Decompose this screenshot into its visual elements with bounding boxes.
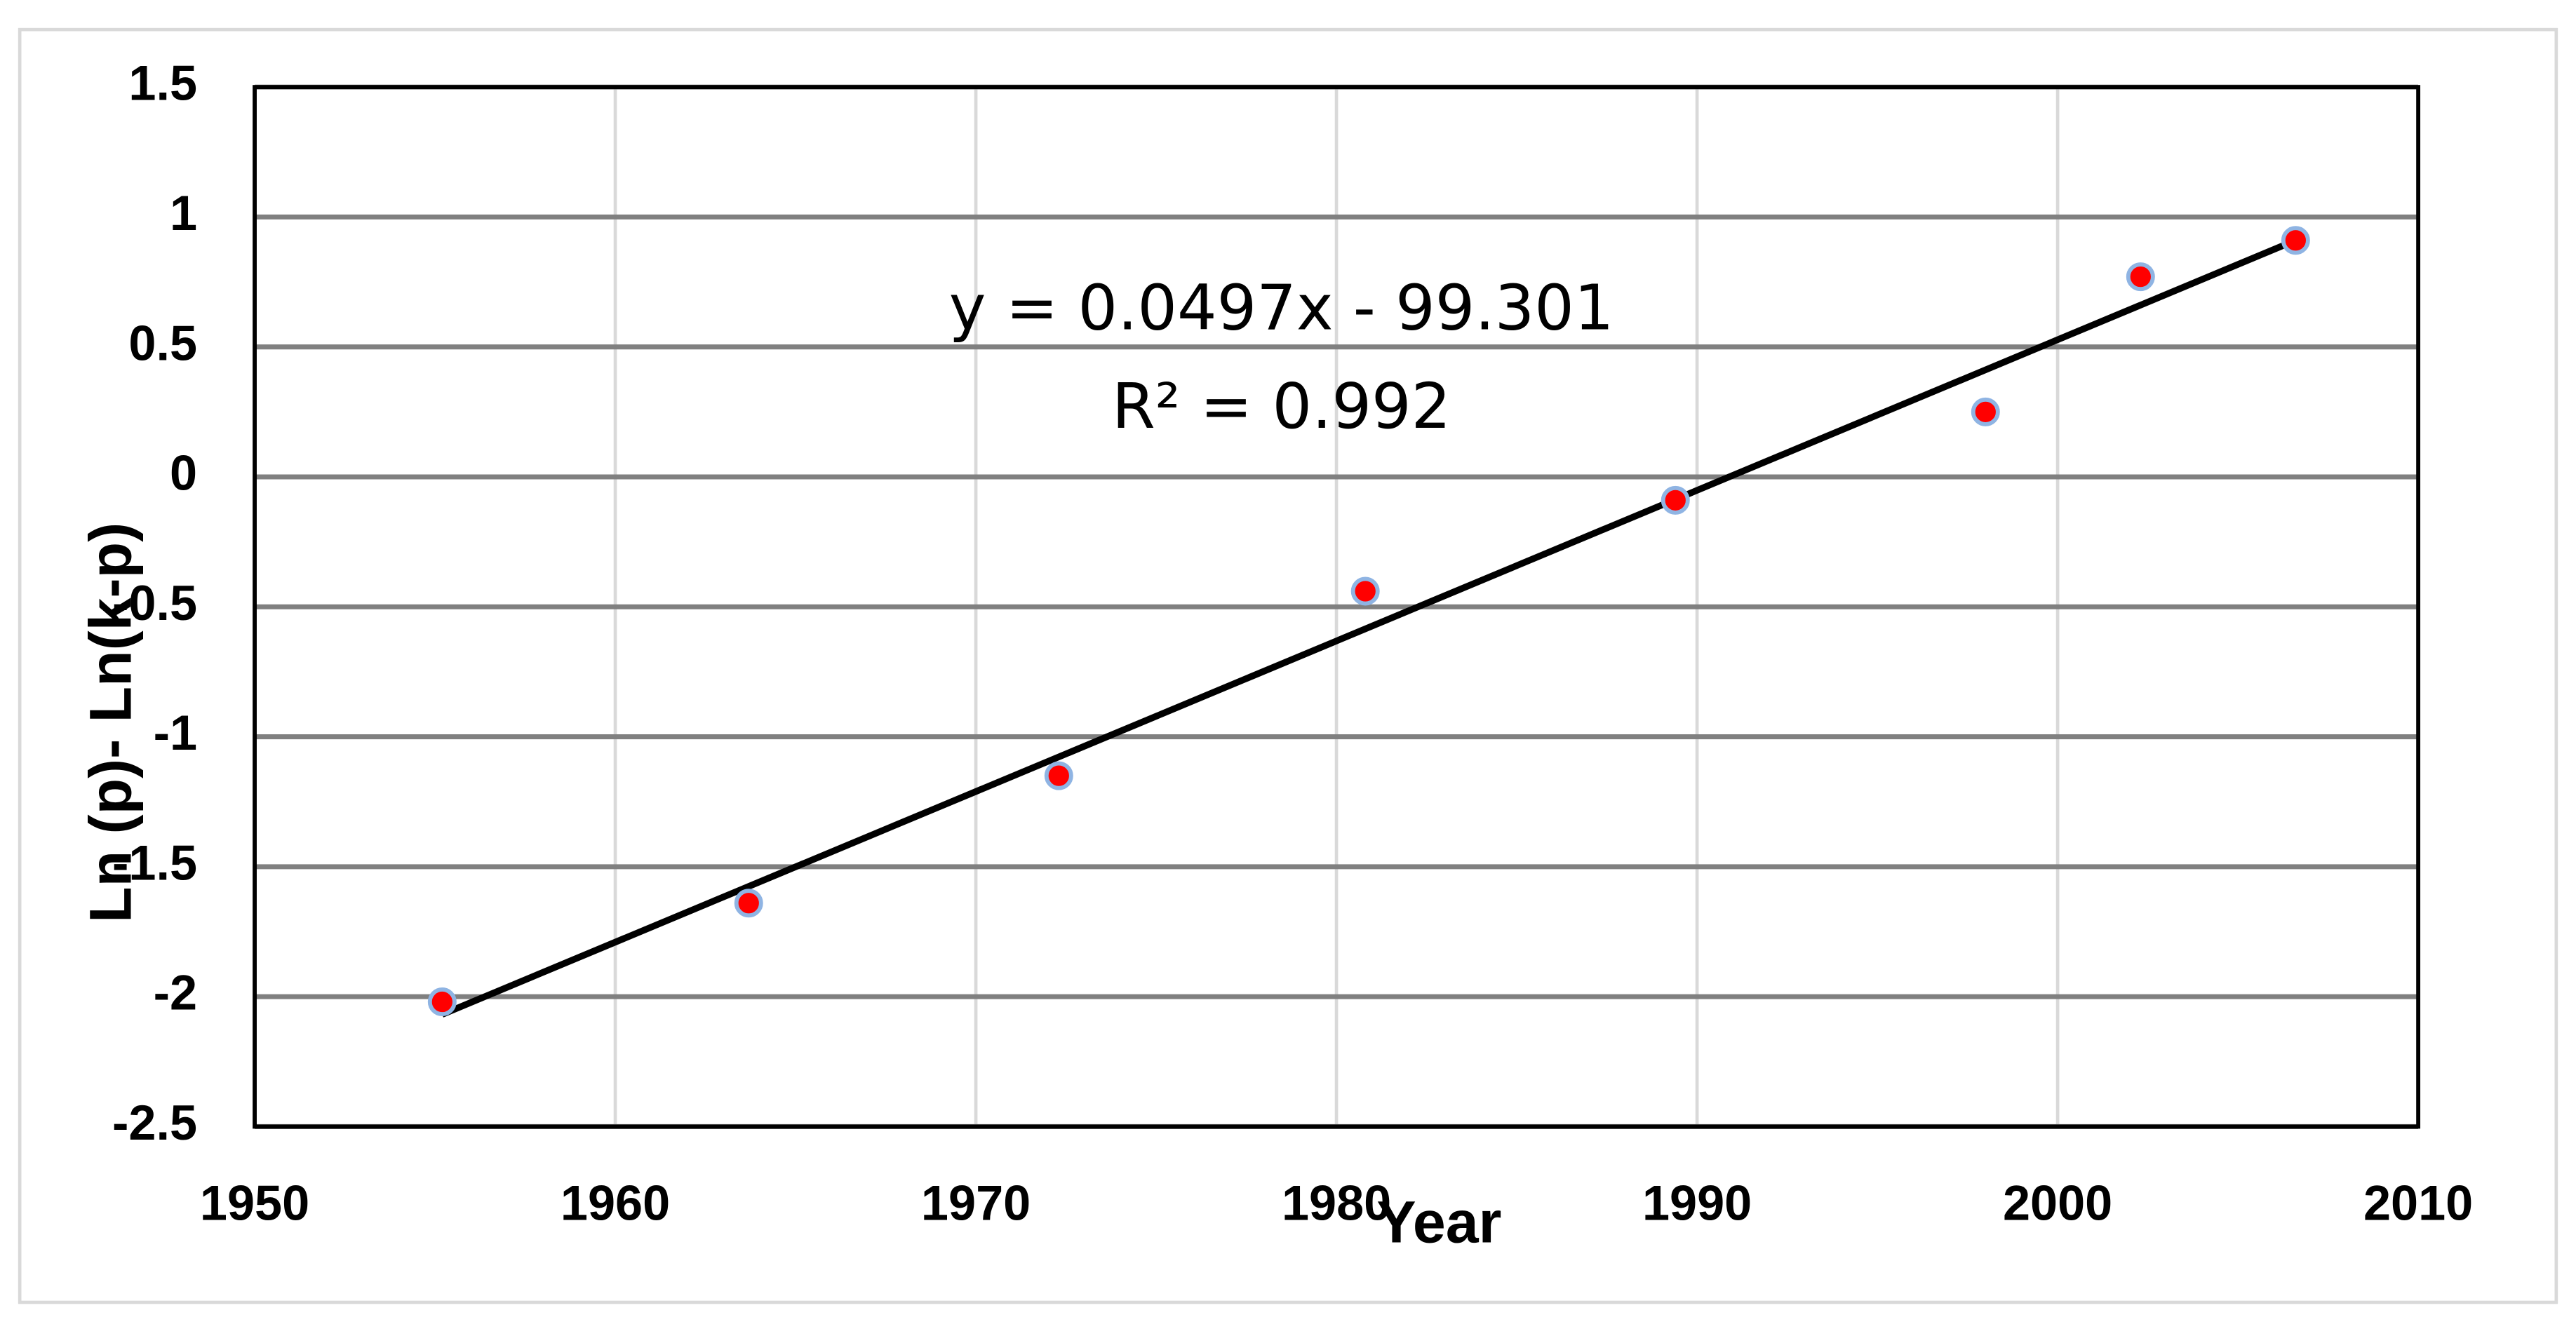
trend-equation: y = 0.0497x - 99.301	[949, 271, 1614, 344]
grid	[253, 84, 2420, 1129]
y-tick-label: -1.5	[112, 835, 197, 890]
data-point	[2281, 226, 2310, 255]
y-tick-label: -2.5	[112, 1095, 197, 1150]
y-tick-label: -0.5	[112, 575, 197, 630]
data-point	[734, 889, 763, 918]
x-tick-label: 2010	[2363, 1175, 2473, 1231]
x-tick-label: 1980	[1282, 1175, 1391, 1231]
data-point	[1661, 485, 1690, 515]
x-tick-label: 1960	[561, 1175, 670, 1231]
marks	[427, 226, 2310, 1018]
y-tick-label: 0	[170, 445, 197, 501]
y-tick-label: -2	[154, 965, 197, 1020]
x-axis-title: Year	[1376, 1189, 1501, 1255]
data-point	[1971, 397, 2000, 426]
r-squared: R² = 0.992	[1112, 370, 1451, 443]
y-tick-label: 1.5	[128, 55, 197, 111]
trendline	[441, 237, 2297, 1018]
x-tick-label: 1990	[1642, 1175, 1752, 1231]
data-point	[1350, 576, 1380, 606]
data-point	[427, 987, 457, 1017]
y-tick-label: 1	[170, 185, 197, 241]
y-tick-label: 0.5	[128, 315, 197, 370]
data-point	[1044, 761, 1073, 790]
y-axis-title: Ln (p)- Ln(k-p)	[77, 522, 143, 923]
y-tick-label: -1	[154, 705, 197, 760]
plot-border	[253, 85, 2421, 1129]
x-tick-label: 1970	[921, 1175, 1031, 1231]
x-tick-label: 2000	[2003, 1175, 2112, 1231]
x-tick-label: 1950	[200, 1175, 309, 1231]
data-point	[2126, 262, 2155, 292]
chart-frame	[18, 27, 2558, 1304]
